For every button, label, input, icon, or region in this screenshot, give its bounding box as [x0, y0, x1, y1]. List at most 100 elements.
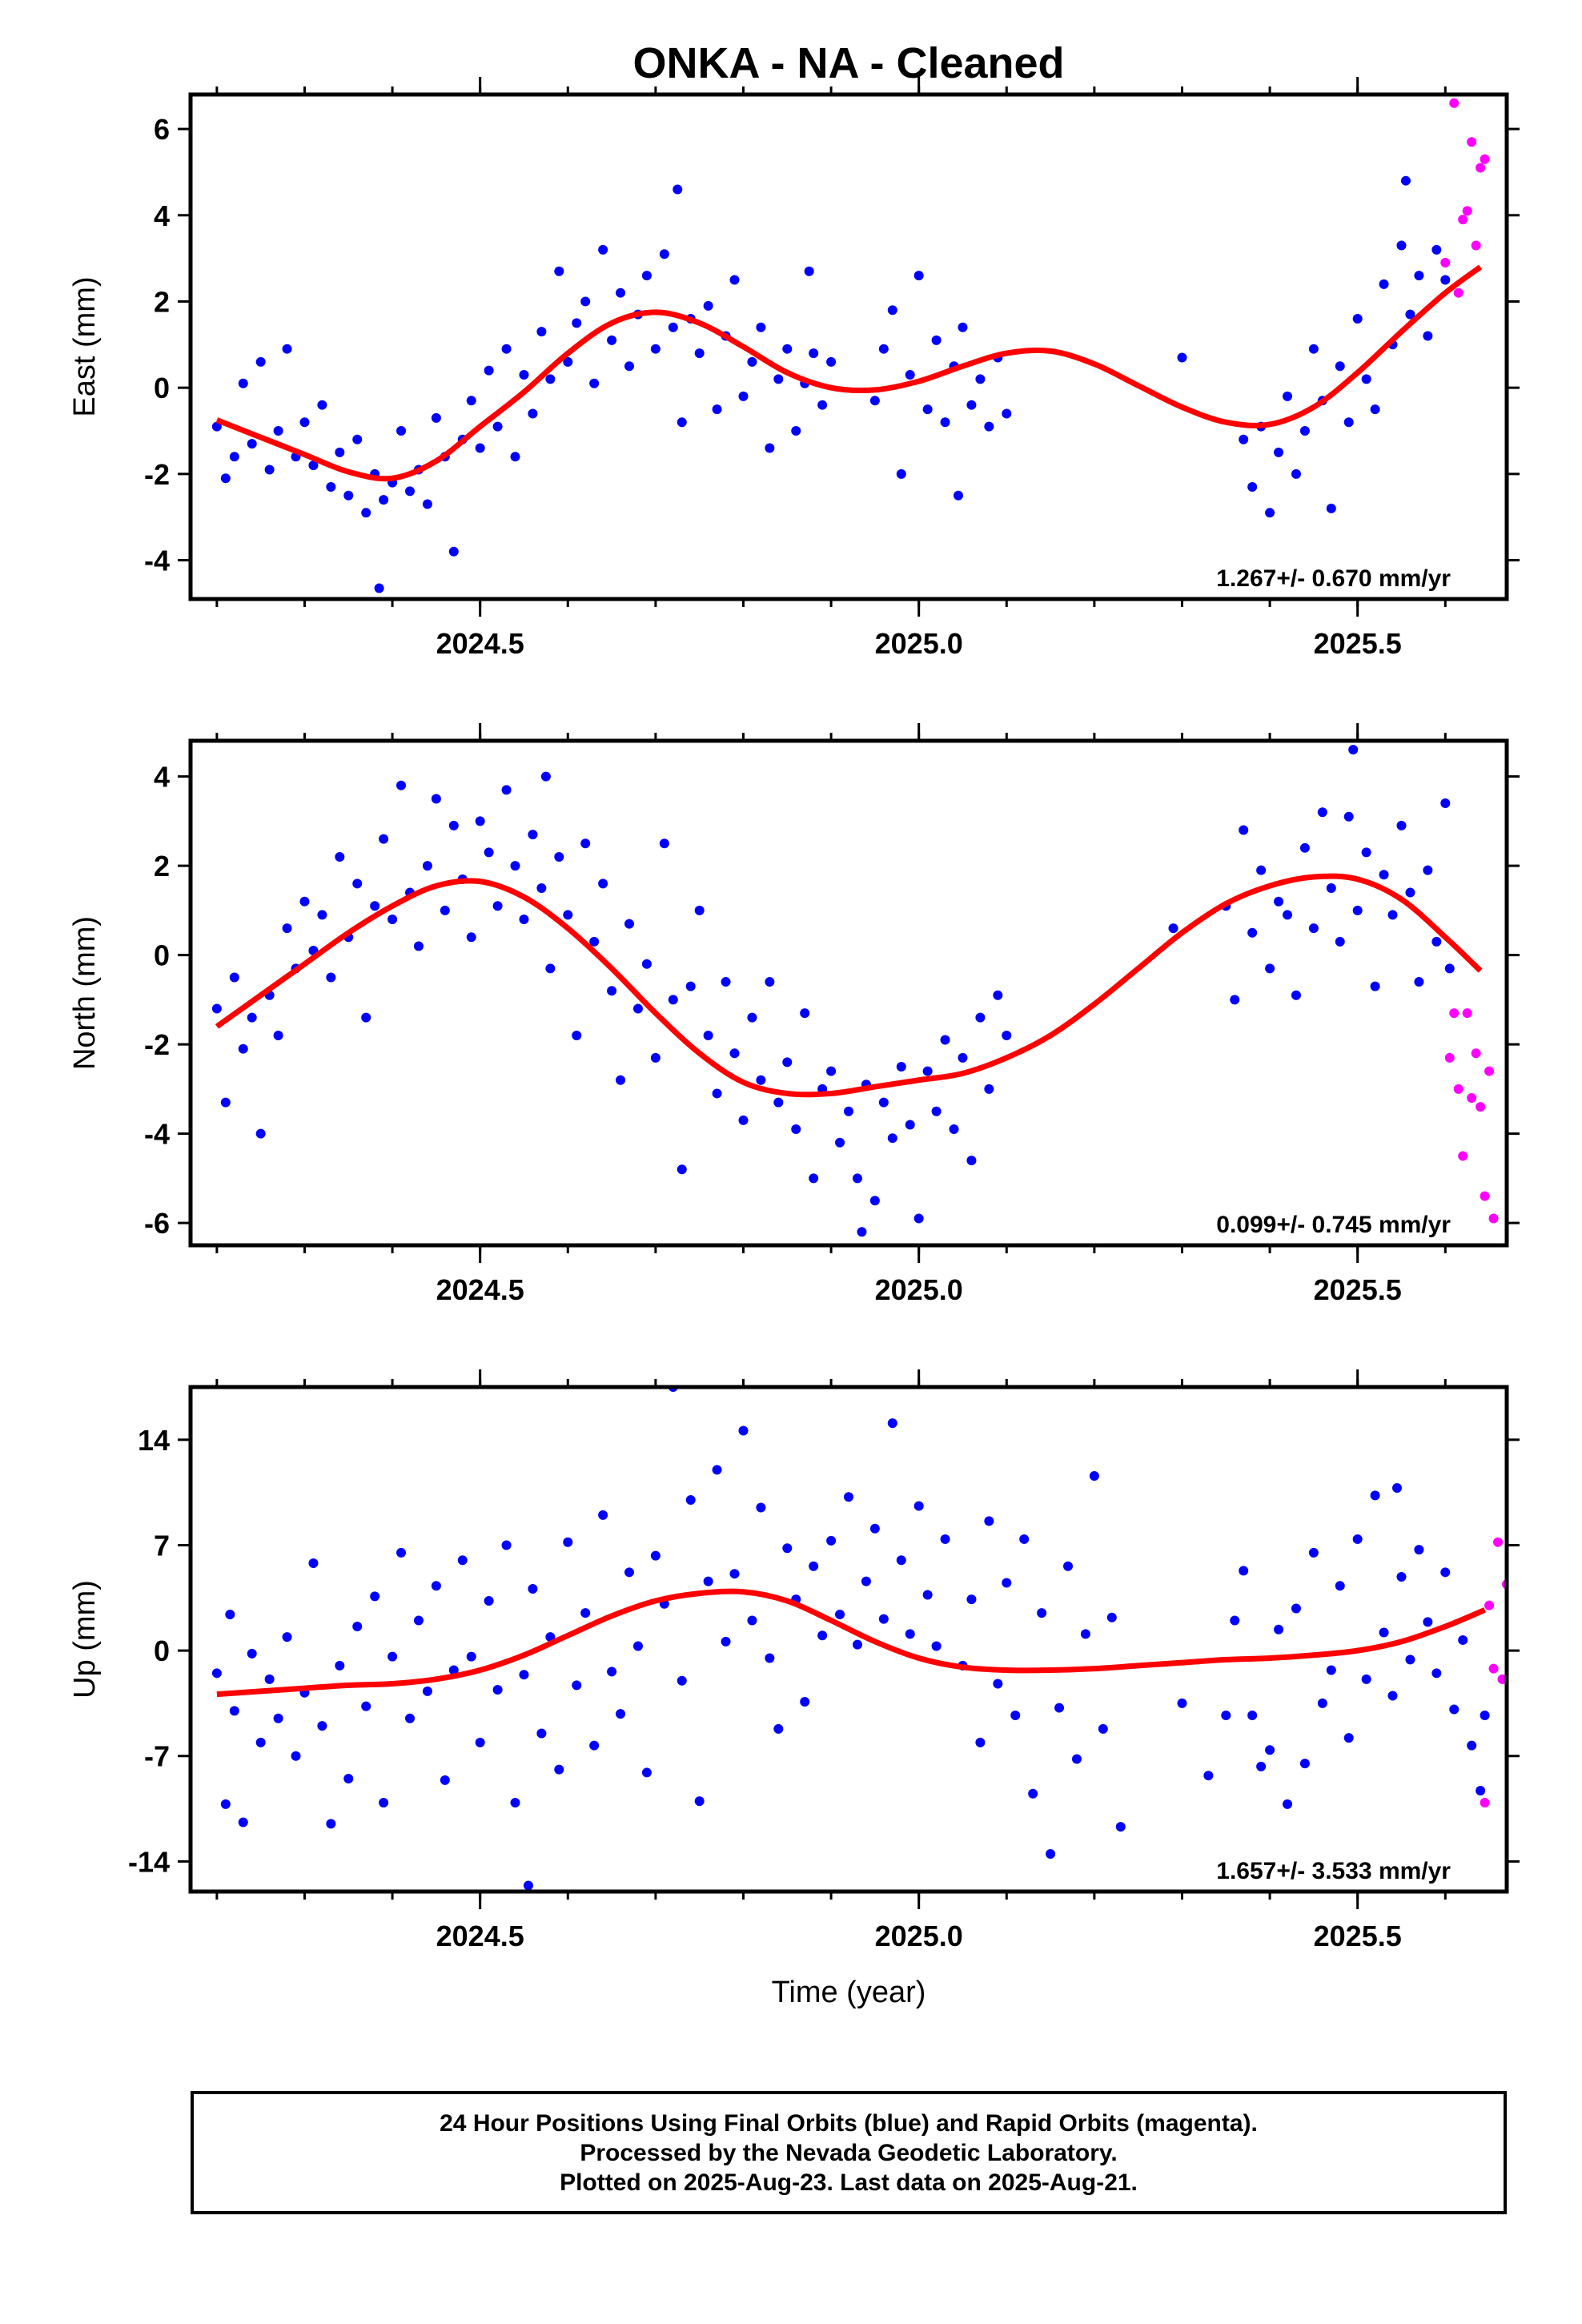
final-orbit-point — [624, 1567, 634, 1578]
final-orbit-point — [984, 1084, 994, 1094]
final-orbit-point — [484, 365, 494, 376]
panel-up: 2024.5 2025.0 2025.5 -14 -7 0 7 14 Up (mm) 1.657+… — [68, 1369, 1520, 1952]
y-tick-label: 2 — [154, 850, 170, 883]
final-orbit-point — [905, 1629, 915, 1639]
final-orbit-point — [922, 404, 933, 415]
final-orbit-point — [510, 1798, 520, 1808]
final-orbit-point — [1247, 482, 1258, 492]
final-orbit-point — [1089, 1470, 1099, 1481]
final-orbit-point — [931, 335, 942, 345]
rapid-orbit-point — [1493, 1537, 1504, 1547]
velocity-label: 0.099+/- 0.745 mm/yr — [1216, 1212, 1451, 1238]
final-orbit-point — [519, 1670, 529, 1680]
y-tick-label: 14 — [138, 1424, 170, 1457]
rapid-orbit-point — [1458, 215, 1468, 225]
final-orbit-point — [857, 1227, 867, 1237]
final-orbit-point — [1444, 963, 1455, 974]
rapid-orbit-point — [1480, 1798, 1490, 1808]
final-orbit-point — [238, 1817, 248, 1827]
final-orbit-point — [765, 443, 775, 453]
final-orbit-point — [510, 861, 520, 871]
final-orbit-point — [589, 378, 600, 388]
fit-curve-east — [215, 264, 1483, 482]
final-orbit-point — [1458, 1634, 1468, 1645]
final-orbit-point — [966, 1156, 977, 1166]
final-orbit-point — [1291, 468, 1301, 479]
final-orbit-point — [659, 838, 669, 849]
final-orbit-point — [878, 1097, 889, 1108]
final-orbit-point — [343, 1773, 354, 1783]
rapid-orbit-point — [1444, 1052, 1455, 1063]
final-orbit-point — [1423, 331, 1433, 341]
final-orbit-point — [317, 400, 327, 410]
final-orbit-point — [255, 1737, 266, 1747]
final-orbit-point — [922, 1590, 933, 1600]
final-orbit-point — [540, 771, 551, 782]
final-orbit-point — [826, 1535, 837, 1546]
final-orbit-point — [607, 1667, 617, 1677]
final-orbit-point — [931, 1106, 942, 1116]
final-orbit-point — [993, 990, 1003, 1000]
final-orbit-point — [580, 296, 591, 307]
final-orbit-point — [361, 508, 371, 518]
final-orbit-point — [1291, 1603, 1301, 1614]
rapid-orbit-point — [1467, 1093, 1477, 1104]
final-orbit-point — [598, 244, 608, 255]
final-orbit-point — [492, 1685, 503, 1695]
final-orbit-point — [1239, 434, 1249, 444]
final-orbit-point — [878, 1614, 889, 1624]
final-orbit-point — [791, 426, 801, 436]
final-orbit-point — [1423, 1617, 1433, 1627]
final-orbit-point — [1098, 1723, 1108, 1734]
final-orbit-point — [1361, 847, 1371, 858]
final-orbit-point — [1335, 361, 1345, 372]
final-orbit-point — [624, 361, 634, 372]
final-orbit-point — [1343, 811, 1354, 822]
final-orbit-point — [440, 905, 450, 915]
final-orbit-point — [721, 977, 731, 987]
final-orbit-point — [1019, 1534, 1030, 1544]
final-orbit-point — [616, 1075, 626, 1085]
final-orbit-point — [1361, 1674, 1371, 1684]
final-orbit-point — [379, 1798, 389, 1808]
rapid-orbit-point — [1471, 1048, 1481, 1059]
final-orbit-point — [765, 1653, 775, 1663]
final-orbit-point — [510, 452, 520, 462]
y-tick-label: -2 — [144, 1028, 170, 1061]
final-orbit-point — [475, 1737, 485, 1747]
final-orbit-point — [1361, 374, 1371, 384]
final-orbit-point — [519, 915, 529, 925]
final-orbit-point — [703, 1576, 713, 1586]
final-orbit-point — [782, 344, 793, 354]
final-orbit-point — [1265, 1745, 1275, 1755]
rapid-orbit-point — [1480, 154, 1490, 164]
final-orbit-point — [1335, 936, 1345, 947]
y-axis-label: Up (mm) — [68, 1580, 102, 1699]
final-orbit-point — [659, 249, 669, 259]
final-orbit-point — [352, 1622, 363, 1632]
final-orbit-point — [1028, 1788, 1038, 1799]
final-orbit-point — [1392, 1483, 1402, 1493]
final-orbit-point — [335, 851, 345, 862]
final-orbit-point — [1414, 977, 1424, 987]
final-orbit-point — [773, 1723, 784, 1734]
final-orbit-point — [1370, 981, 1380, 991]
final-orbit-point — [1414, 271, 1424, 281]
final-orbit-point — [282, 344, 292, 354]
final-orbit-point — [677, 417, 687, 428]
final-orbit-point — [800, 1697, 810, 1707]
final-orbit-point — [448, 546, 459, 557]
final-orbit-point — [1177, 352, 1187, 363]
final-orbit-point — [800, 1008, 810, 1019]
final-orbit-point — [1370, 1490, 1380, 1501]
final-orbit-point — [343, 490, 354, 501]
final-orbit-point — [264, 464, 275, 475]
x-tick-label: 2025.0 — [875, 627, 963, 660]
final-orbit-point — [703, 1030, 713, 1040]
final-orbit-point — [940, 1035, 950, 1045]
final-orbit-point — [413, 941, 424, 951]
final-orbit-point — [1387, 1691, 1398, 1701]
final-orbit-point — [887, 1133, 897, 1144]
final-orbit-point — [422, 861, 432, 871]
final-orbit-point — [1440, 275, 1451, 285]
